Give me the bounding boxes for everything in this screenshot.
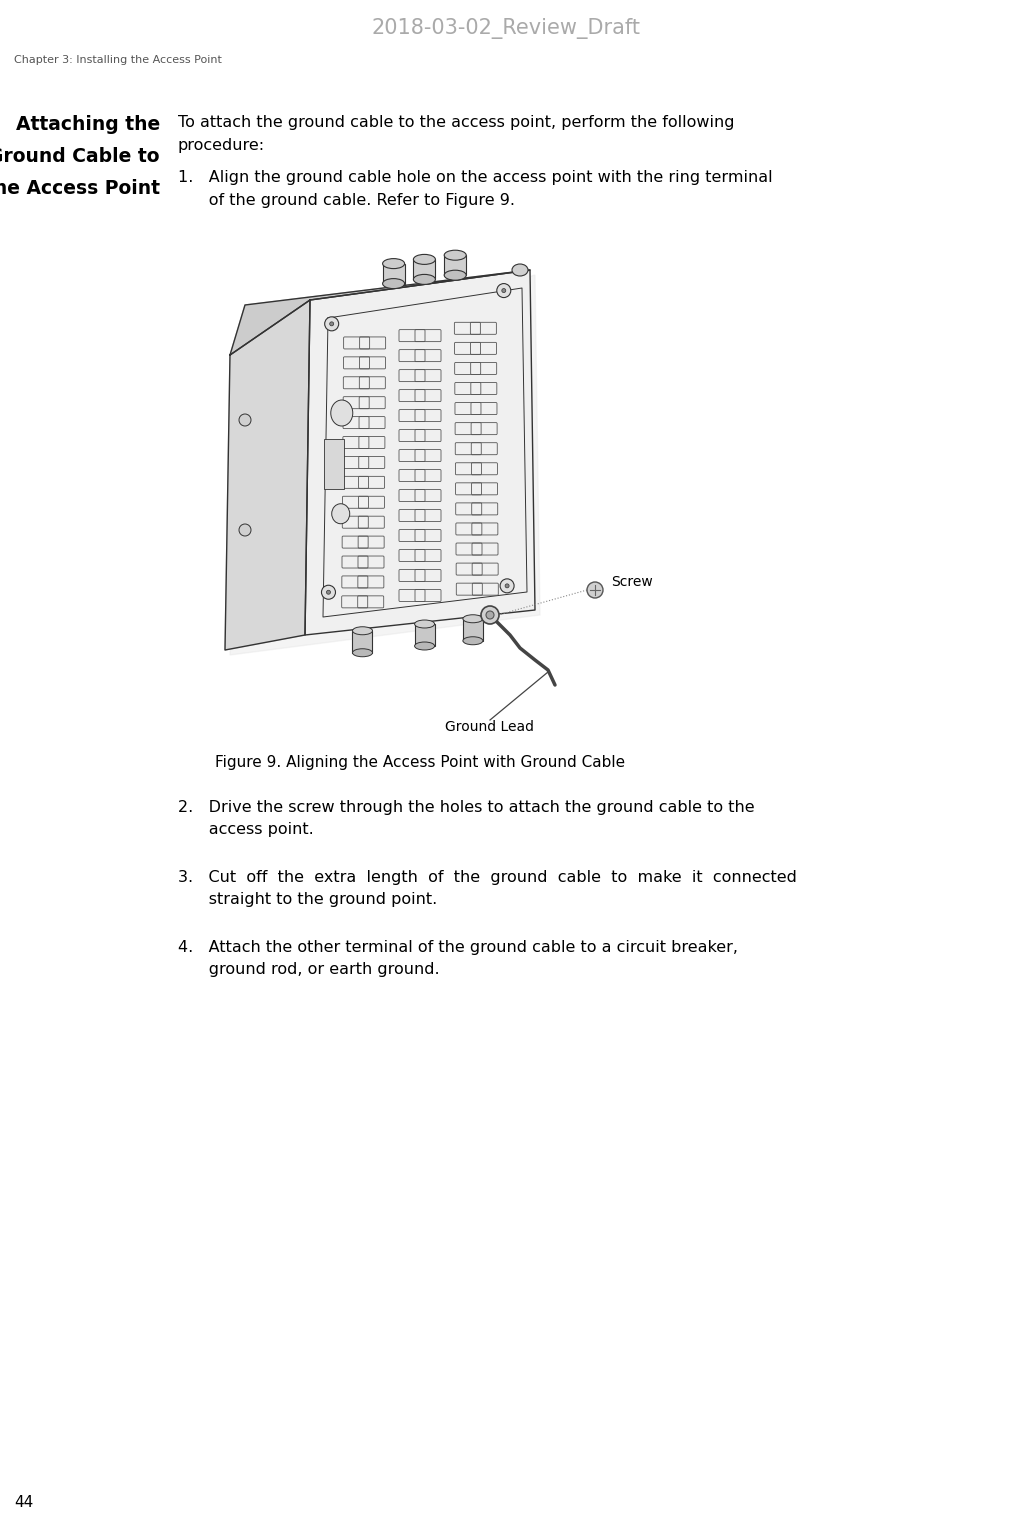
- Ellipse shape: [444, 250, 466, 260]
- Ellipse shape: [444, 269, 466, 280]
- Text: 2.   Drive the screw through the holes to attach the ground cable to the: 2. Drive the screw through the holes to …: [178, 801, 754, 814]
- Text: straight to the ground point.: straight to the ground point.: [178, 893, 437, 906]
- Text: 2018-03-02_Review_Draft: 2018-03-02_Review_Draft: [371, 18, 640, 38]
- Circle shape: [327, 591, 331, 594]
- Ellipse shape: [462, 615, 482, 623]
- Circle shape: [321, 585, 336, 599]
- Circle shape: [496, 283, 511, 297]
- Polygon shape: [304, 269, 535, 635]
- Text: Chapter 3: Installing the Access Point: Chapter 3: Installing the Access Point: [14, 55, 221, 64]
- Bar: [415, 625, 434, 646]
- Text: 4.   Attach the other terminal of the ground cable to a circuit breaker,: 4. Attach the other terminal of the grou…: [178, 940, 737, 955]
- Text: 3.   Cut  off  the  extra  length  of  the  ground  cable  to  make  it  connect: 3. Cut off the extra length of the groun…: [178, 870, 796, 885]
- Text: of the ground cable. Refer to Figure 9.: of the ground cable. Refer to Figure 9.: [178, 193, 515, 208]
- Ellipse shape: [412, 274, 435, 285]
- Circle shape: [480, 606, 498, 625]
- Text: Ground Cable to: Ground Cable to: [0, 147, 160, 165]
- Text: ground rod, or earth ground.: ground rod, or earth ground.: [178, 961, 439, 977]
- Circle shape: [485, 611, 493, 619]
- Circle shape: [239, 413, 251, 426]
- Bar: [444, 256, 466, 276]
- Text: Ground Lead: Ground Lead: [445, 720, 534, 733]
- Text: 44: 44: [14, 1494, 33, 1510]
- Ellipse shape: [332, 504, 350, 524]
- Ellipse shape: [415, 620, 434, 628]
- Ellipse shape: [412, 254, 435, 265]
- Text: 1.   Align the ground cable hole on the access point with the ring terminal: 1. Align the ground cable hole on the ac…: [178, 170, 771, 185]
- Ellipse shape: [415, 641, 434, 651]
- Ellipse shape: [382, 259, 404, 268]
- Text: Screw: Screw: [611, 576, 652, 589]
- Circle shape: [330, 322, 334, 326]
- Ellipse shape: [382, 279, 404, 289]
- Polygon shape: [229, 276, 540, 655]
- Ellipse shape: [352, 649, 372, 657]
- Bar: [352, 631, 372, 652]
- Bar: [462, 619, 482, 641]
- Text: Figure 9. Aligning the Access Point with Ground Cable: Figure 9. Aligning the Access Point with…: [214, 755, 625, 770]
- Circle shape: [501, 288, 506, 292]
- Circle shape: [586, 582, 603, 599]
- Text: the Access Point: the Access Point: [0, 179, 160, 197]
- Ellipse shape: [512, 263, 528, 276]
- Text: procedure:: procedure:: [178, 138, 265, 153]
- Bar: [412, 259, 435, 279]
- Text: To attach the ground cable to the access point, perform the following: To attach the ground cable to the access…: [178, 115, 734, 130]
- Circle shape: [239, 524, 251, 536]
- Circle shape: [499, 579, 514, 592]
- Ellipse shape: [352, 626, 372, 635]
- Circle shape: [504, 583, 509, 588]
- Polygon shape: [229, 269, 530, 355]
- Polygon shape: [224, 300, 309, 651]
- Text: access point.: access point.: [178, 822, 313, 837]
- Circle shape: [325, 317, 339, 331]
- Ellipse shape: [462, 637, 482, 645]
- Ellipse shape: [331, 400, 353, 426]
- Bar: [382, 263, 404, 283]
- Text: Attaching the: Attaching the: [16, 115, 160, 135]
- Bar: [325, 439, 344, 490]
